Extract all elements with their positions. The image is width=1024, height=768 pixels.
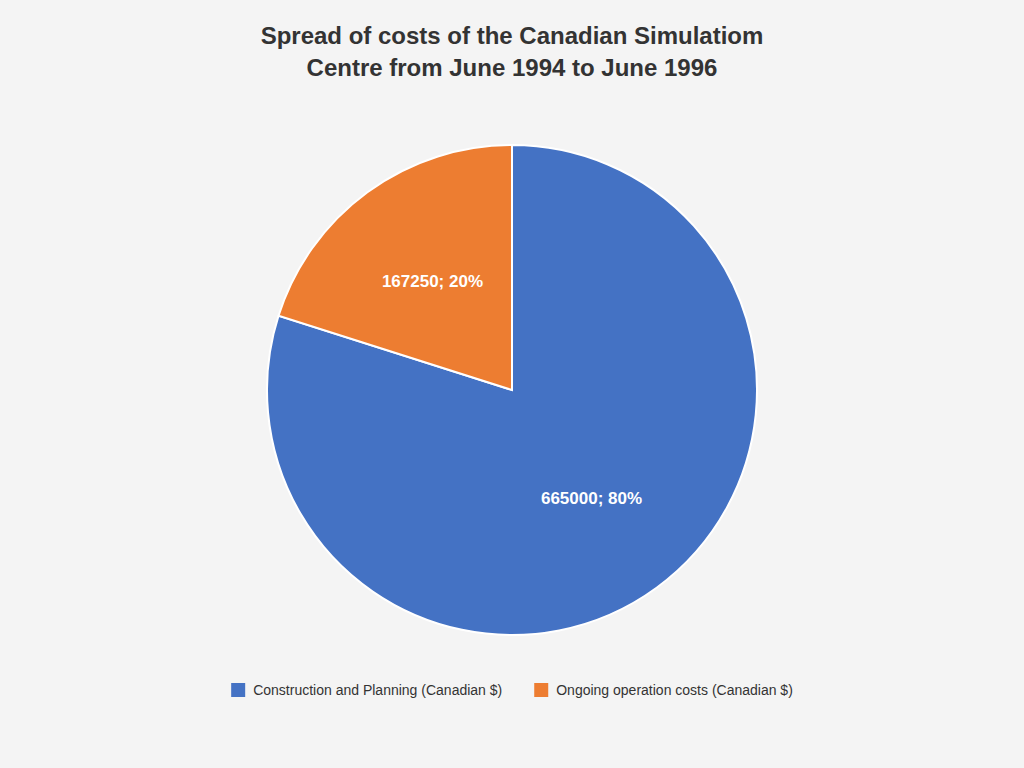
legend-swatch [231, 683, 245, 697]
legend-label: Construction and Planning (Canadian $) [253, 682, 502, 698]
legend-swatch [534, 683, 548, 697]
chart: Spread of costs of the Canadian Simulati… [0, 0, 1024, 768]
legend-label: Ongoing operation costs (Canadian $) [556, 682, 793, 698]
data-labels: 665000; 80% 167250; 20% [382, 272, 642, 509]
data-label: 167250; 20% [382, 272, 483, 291]
title: Spread of costs of the Canadian Simulati… [261, 22, 764, 81]
legend: Construction and Planning (Canadian $) On… [231, 682, 793, 698]
legend-item: Ongoing operation costs (Canadian $) [534, 682, 793, 698]
pie-slice [279, 145, 512, 390]
data-label: 665000; 80% [541, 489, 642, 508]
legend-item: Construction and Planning (Canadian $) [231, 682, 502, 698]
background [0, 0, 1024, 768]
pie-slice [267, 145, 757, 635]
pie [267, 145, 757, 635]
